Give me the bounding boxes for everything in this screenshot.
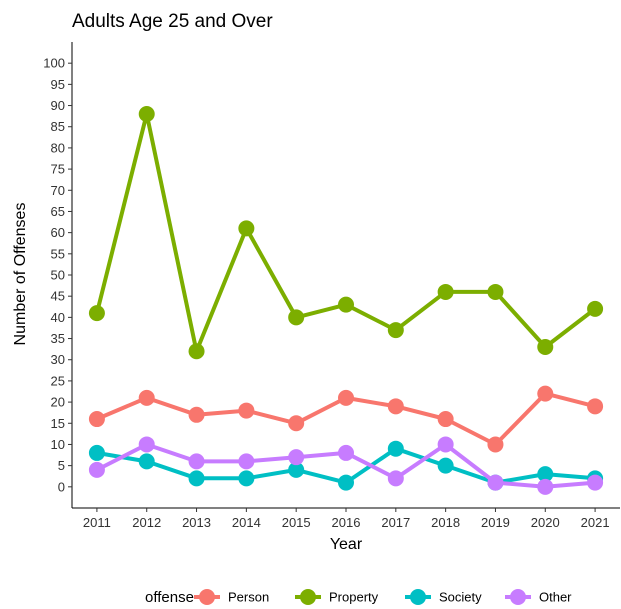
y-tick-label: 95 <box>51 77 65 92</box>
legend-label: Other <box>539 590 572 605</box>
y-tick-label: 80 <box>51 140 65 155</box>
legend-item-society: Society <box>405 589 482 605</box>
series-property <box>88 106 604 360</box>
data-point-other <box>338 444 354 461</box>
y-tick-label: 55 <box>51 246 65 261</box>
x-tick-label: 2017 <box>381 515 410 530</box>
y-tick-label: 75 <box>51 162 65 177</box>
data-point-other <box>387 470 404 487</box>
series-line-property <box>94 112 598 354</box>
series-person <box>88 385 604 453</box>
data-point-property <box>587 300 604 317</box>
data-point-person <box>188 406 205 423</box>
data-point-property <box>338 296 354 313</box>
y-tick-label: 85 <box>51 119 65 134</box>
data-point-person <box>387 398 404 415</box>
data-point-society <box>537 466 554 483</box>
legend-label: Person <box>228 590 269 605</box>
data-point-person <box>238 402 255 419</box>
data-point-society <box>387 440 404 457</box>
y-axis-title: Number of Offenses <box>12 203 29 346</box>
y-tick-label: 45 <box>51 289 65 304</box>
data-point-person <box>587 398 604 415</box>
y-tick-label: 10 <box>51 437 65 452</box>
data-point-society <box>437 457 454 474</box>
y-tick-label: 0 <box>58 479 65 494</box>
data-point-society <box>188 470 205 487</box>
legend: offense Person Property Society Other <box>145 589 572 606</box>
data-point-society <box>238 470 255 487</box>
data-point-society <box>88 444 105 461</box>
data-point-property <box>238 220 255 237</box>
y-tick-label: 90 <box>51 98 65 113</box>
data-point-person <box>88 411 105 428</box>
legend-label: Society <box>439 590 482 605</box>
data-point-other <box>188 453 205 470</box>
data-point-other <box>587 474 604 491</box>
y-tick-label: 70 <box>51 183 65 198</box>
x-tick-label: 2018 <box>431 515 460 530</box>
y-tick-label: 50 <box>51 268 65 283</box>
data-point-other <box>437 436 454 453</box>
data-point-person <box>487 436 504 453</box>
legend-key-point <box>199 589 215 605</box>
data-point-property <box>387 322 404 339</box>
data-point-property <box>487 283 504 300</box>
y-tick-label: 15 <box>51 416 65 431</box>
data-point-person <box>437 411 454 428</box>
series-other <box>88 436 604 495</box>
y-tick-label: 65 <box>51 204 65 219</box>
y-tick-label: 100 <box>43 56 65 71</box>
data-point-property <box>288 309 305 326</box>
legend-item-person: Person <box>194 589 269 605</box>
legend-item-other: Other <box>505 589 572 605</box>
data-point-other <box>487 474 504 491</box>
data-point-society <box>138 453 155 470</box>
legend-key-point <box>410 589 426 605</box>
data-point-other <box>88 461 105 478</box>
x-axis-title: Year <box>330 536 363 553</box>
legend-label: Property <box>329 590 379 605</box>
legend-key-point <box>510 589 526 605</box>
data-point-other <box>537 478 554 495</box>
x-tick-label: 2021 <box>581 515 610 530</box>
data-point-person <box>288 415 305 432</box>
data-point-property <box>437 283 454 300</box>
data-point-other <box>288 449 305 466</box>
x-tick-label: 2015 <box>282 515 311 530</box>
data-point-property <box>188 343 205 360</box>
chart-title: Adults Age 25 and Over <box>72 11 273 32</box>
y-tick-label: 30 <box>51 352 65 367</box>
data-point-person <box>338 389 354 406</box>
data-point-society <box>338 474 354 491</box>
x-tick-label: 2016 <box>332 515 361 530</box>
axes: 0 5 10 15 20 25 30 35 40 45 50 55 60 65 70 75 80 85 90 95 10… <box>43 42 620 530</box>
data-point-other <box>238 453 255 470</box>
y-tick-label: 5 <box>58 458 65 473</box>
data-point-person <box>138 389 155 406</box>
y-tick-label: 40 <box>51 310 65 325</box>
data-point-property <box>537 339 554 356</box>
data-point-society <box>288 461 305 478</box>
series-layer <box>88 106 604 495</box>
x-tick-label: 2012 <box>132 515 161 530</box>
legend-key-point <box>300 589 316 605</box>
x-tick-label: 2014 <box>232 515 261 530</box>
y-tick-label: 35 <box>51 331 65 346</box>
legend-title: offense <box>145 589 194 606</box>
x-tick-label: 2020 <box>531 515 560 530</box>
y-tick-label: 60 <box>51 225 65 240</box>
y-tick-label: 20 <box>51 395 65 410</box>
x-tick-label: 2019 <box>481 515 510 530</box>
data-point-property <box>138 106 155 123</box>
data-point-other <box>138 436 155 453</box>
y-tick-label: 25 <box>51 373 65 388</box>
legend-item-property: Property <box>295 589 379 605</box>
x-tick-label: 2013 <box>182 515 211 530</box>
x-tick-label: 2011 <box>83 515 111 530</box>
data-point-property <box>88 305 105 322</box>
data-point-person <box>537 385 554 402</box>
